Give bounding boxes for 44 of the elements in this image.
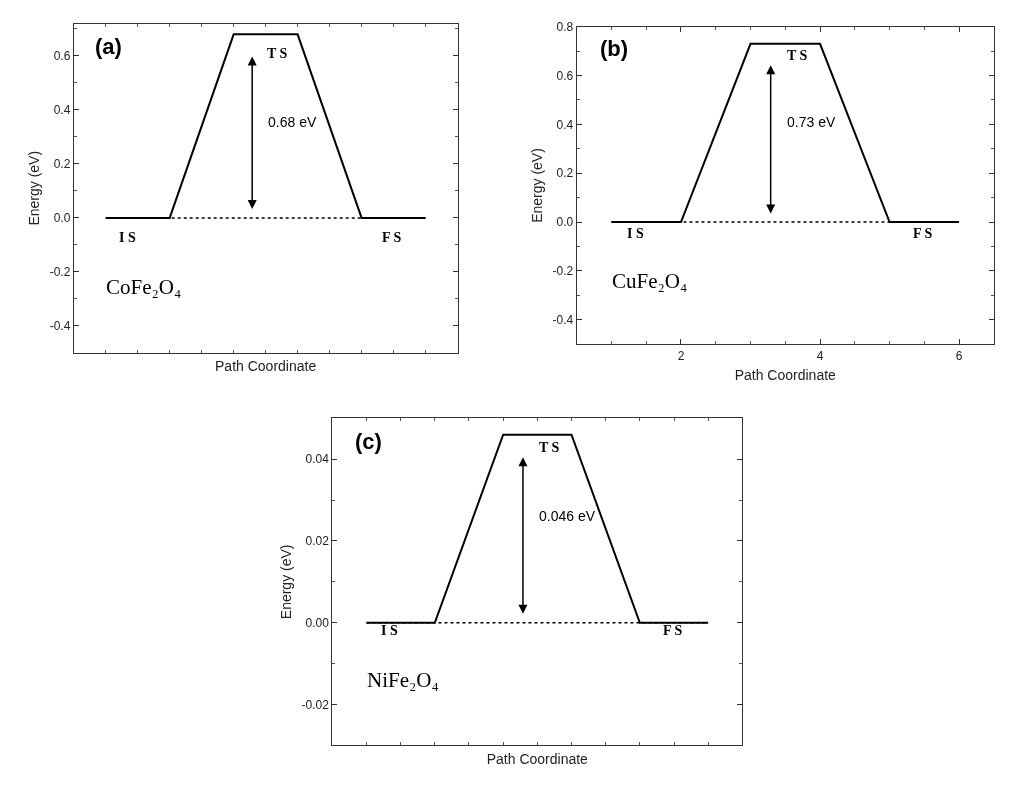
annotation: T S xyxy=(267,46,288,61)
y-tick-label: 0.0 xyxy=(556,215,574,230)
y-tick-label: -0.4 xyxy=(49,319,71,334)
annotation: F S xyxy=(913,226,933,241)
x-tick-label: 6 xyxy=(955,348,963,363)
annotation: 0.73 eV xyxy=(787,114,836,130)
annotation: 0.68 eV xyxy=(268,114,317,130)
y-tick-label: 0.00 xyxy=(305,615,330,630)
annotation: I S xyxy=(381,623,398,638)
annotation: NiFe₂O₄ xyxy=(367,668,439,692)
x-axis-title: Path Coordinate xyxy=(486,750,589,767)
y-tick-label: 0.6 xyxy=(53,49,71,64)
annotation: 0.046 eV xyxy=(539,508,596,524)
x-tick-label: 2 xyxy=(677,348,685,363)
y-tick-label: -0.2 xyxy=(49,265,71,280)
y-axis-title: Energy (eV) xyxy=(529,148,546,223)
y-tick-label: 0.0 xyxy=(53,211,71,226)
x-axis-title: Path Coordinate xyxy=(215,358,317,375)
y-tick-label: 0.02 xyxy=(305,534,330,549)
annotation: (a) xyxy=(95,34,122,59)
y-tick-label: -0.4 xyxy=(552,313,574,328)
annotation: I S xyxy=(627,226,644,241)
y-axis-title: Energy (eV) xyxy=(26,150,43,226)
y-tick-label: -0.2 xyxy=(552,264,574,279)
y-tick-label: 0.8 xyxy=(556,19,574,34)
annotation: I S xyxy=(119,230,136,245)
annotation: F S xyxy=(663,623,683,638)
y-tick-label: 0.6 xyxy=(556,68,574,83)
y-tick-label: 0.4 xyxy=(556,117,574,132)
annotation: CuFe₂O₄ xyxy=(612,269,688,293)
annotation: T S xyxy=(787,48,808,63)
annotation: F S xyxy=(382,230,402,245)
annotation: CoFe₂O₄ xyxy=(106,275,182,299)
y-tick-label: 0.4 xyxy=(53,103,71,118)
y-tick-label: 0.2 xyxy=(53,157,71,172)
y-tick-label: -0.02 xyxy=(301,697,330,712)
y-tick-label: 0.04 xyxy=(305,452,330,467)
annotation: (c) xyxy=(355,429,382,454)
y-axis-title: Energy (eV) xyxy=(278,544,295,620)
x-axis-title: Path Coordinate xyxy=(734,366,837,383)
annotation: T S xyxy=(539,440,560,455)
y-tick-label: 0.2 xyxy=(556,166,574,181)
x-tick-label: 4 xyxy=(816,348,824,363)
annotation: (b) xyxy=(600,36,629,61)
